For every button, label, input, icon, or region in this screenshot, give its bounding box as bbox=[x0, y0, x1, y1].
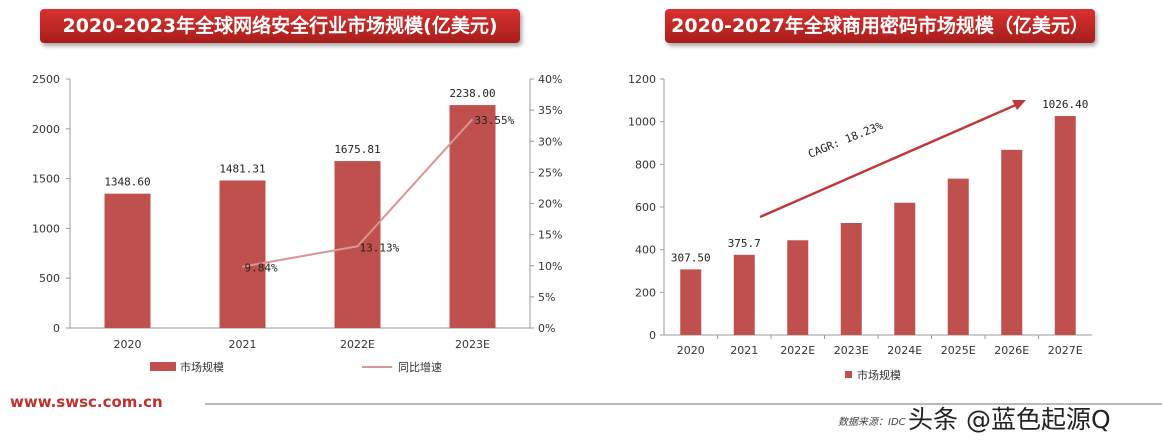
bar bbox=[449, 105, 496, 328]
bar-data-label: 1348.60 bbox=[104, 176, 150, 189]
x-tick-label: 2020 bbox=[677, 344, 705, 357]
legend-swatch-bar bbox=[845, 371, 852, 378]
y-tick-label: 0 bbox=[53, 322, 60, 335]
cagr-arrowhead bbox=[1012, 100, 1026, 110]
y-tick-label: 500 bbox=[39, 272, 60, 285]
y-tick-label: 1200 bbox=[628, 73, 656, 86]
bar bbox=[334, 161, 381, 328]
y2-tick-label: 40% bbox=[538, 73, 562, 86]
legend-label: 市场规模 bbox=[180, 360, 224, 374]
y2-tick-label: 15% bbox=[538, 229, 562, 242]
y2-tick-label: 0% bbox=[538, 322, 555, 335]
cagr-arrow bbox=[759, 102, 1019, 219]
bar bbox=[680, 269, 702, 335]
y-tick-label: 800 bbox=[635, 158, 656, 171]
bar bbox=[1054, 116, 1076, 335]
legend-label: 市场规模 bbox=[857, 368, 901, 382]
y2-tick-label: 20% bbox=[538, 198, 562, 211]
x-tick-label: 2021 bbox=[730, 344, 758, 357]
bar bbox=[219, 180, 266, 328]
y2-tick-label: 30% bbox=[538, 135, 562, 148]
line-data-label: 13.13% bbox=[360, 241, 400, 254]
y-tick-label: 400 bbox=[635, 244, 656, 257]
watermark: 头条 @蓝色起源Q bbox=[908, 405, 1111, 434]
y2-tick-label: 5% bbox=[538, 291, 555, 304]
bar bbox=[947, 178, 969, 335]
growth-line bbox=[242, 118, 474, 268]
x-tick-label: 2021 bbox=[229, 338, 257, 351]
x-tick-label: 2023E bbox=[455, 338, 490, 351]
line-data-label: 33.55% bbox=[475, 114, 515, 127]
x-tick-label: 2026E bbox=[994, 344, 1029, 357]
y2-tick-label: 10% bbox=[538, 260, 562, 273]
bar bbox=[840, 223, 862, 335]
y-tick-label: 1500 bbox=[32, 173, 60, 186]
bar bbox=[733, 254, 755, 335]
bar-data-label: 1481.31 bbox=[219, 162, 265, 175]
legend-swatch-bar bbox=[150, 362, 176, 371]
y2-tick-label: 25% bbox=[538, 166, 562, 179]
y-tick-label: 2500 bbox=[32, 73, 60, 86]
y2-tick-label: 35% bbox=[538, 104, 562, 117]
bar bbox=[894, 202, 916, 335]
right-chart-title: 2020-2027年全球商用密码市场规模（亿美元） bbox=[665, 9, 1095, 43]
legend-label: 同比增速 bbox=[398, 360, 442, 374]
x-tick-label: 2022E bbox=[340, 338, 375, 351]
x-tick-label: 2022E bbox=[780, 344, 815, 357]
y-tick-label: 0 bbox=[649, 329, 656, 342]
footer-divider bbox=[205, 403, 1162, 405]
data-source: 数据来源：IDC bbox=[838, 417, 906, 428]
cagr-annotation: CAGR: 18.23% bbox=[806, 119, 885, 161]
x-tick-label: 2027E bbox=[1048, 344, 1083, 357]
y-tick-label: 1000 bbox=[32, 222, 60, 235]
bar-data-label: 1675.81 bbox=[334, 143, 380, 156]
site-url[interactable]: www.swsc.com.cn bbox=[10, 393, 163, 411]
y-tick-label: 600 bbox=[635, 201, 656, 214]
bar-data-label: 2238.00 bbox=[449, 87, 495, 100]
x-tick-label: 2023E bbox=[834, 344, 869, 357]
bar bbox=[104, 193, 151, 328]
bar-data-label: 307.50 bbox=[671, 251, 711, 264]
x-tick-label: 2024E bbox=[887, 344, 922, 357]
line-data-label: 9.84% bbox=[245, 262, 278, 275]
y-tick-label: 2000 bbox=[32, 123, 60, 136]
y-tick-label: 1000 bbox=[628, 116, 656, 129]
left-chart-title: 2020-2023年全球网络安全行业市场规模(亿美元) bbox=[40, 9, 520, 43]
y-tick-label: 200 bbox=[635, 286, 656, 299]
bar-data-label: 1026.40 bbox=[1042, 98, 1088, 111]
bar bbox=[787, 240, 809, 335]
x-tick-label: 2020 bbox=[114, 338, 142, 351]
bar bbox=[1001, 149, 1023, 335]
x-tick-label: 2025E bbox=[941, 344, 976, 357]
bar-data-label: 375.7 bbox=[728, 237, 761, 250]
